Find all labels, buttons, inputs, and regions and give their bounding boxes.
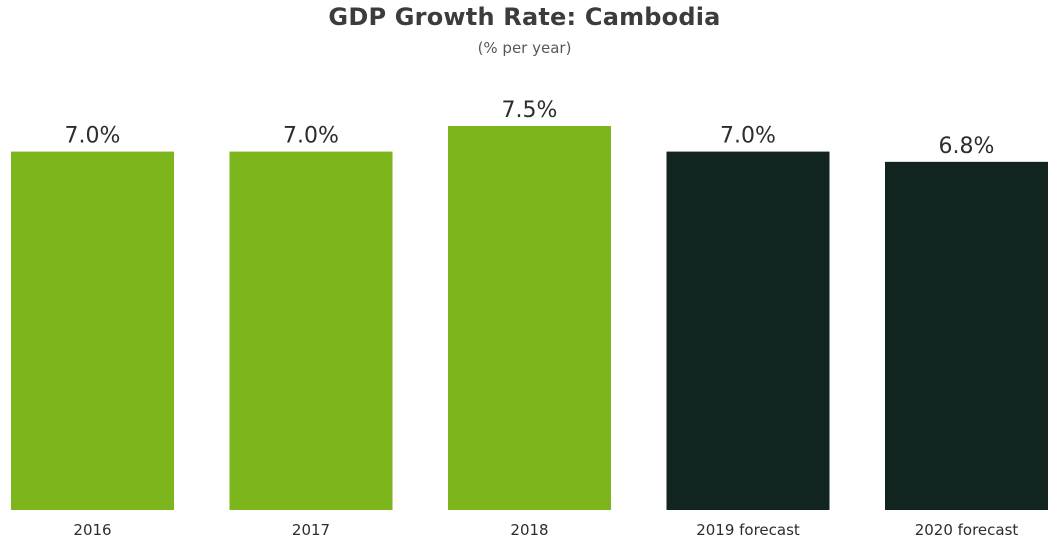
data-label: 6.8% [939,134,995,159]
bar-2018 [448,126,611,510]
chart-title: GDP Growth Rate: Cambodia [328,3,721,31]
data-label: 7.5% [502,98,558,123]
x-tick-label: 2019 forecast [696,521,800,539]
bar-2016 [11,151,174,510]
bar-2020-forecast [885,161,1048,510]
chart-subtitle: (% per year) [477,39,572,57]
x-tick-label: 2020 forecast [915,521,1019,539]
bar-2019-forecast [666,151,830,510]
x-tick-label: 2018 [510,521,548,539]
x-tick-label: 2017 [292,521,330,539]
data-label: 7.0% [720,124,776,149]
x-tick-label: 2016 [73,521,111,539]
bar-2017 [229,151,393,510]
data-label: 7.0% [65,124,121,149]
data-label: 7.0% [283,124,339,149]
